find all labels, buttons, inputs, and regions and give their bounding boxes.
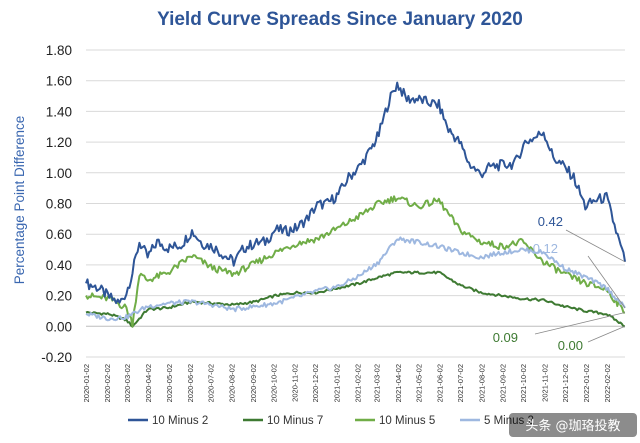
x-tick-label: 2022-02-02 xyxy=(603,364,612,402)
y-tick-labels: 1.80 1.60 1.40 1.20 1.00 0.80 0.60 0.40 0.20 0.00… xyxy=(41,43,72,365)
x-tick-label: 2020-12-02 xyxy=(311,364,320,402)
legend: 10 Minus 2 10 Minus 7 10 Minus 5 5 Minus 2 xyxy=(128,415,534,427)
series-lines xyxy=(85,81,626,328)
x-tick-label: 2021-03-02 xyxy=(373,364,382,402)
x-tick-label: 2020-06-02 xyxy=(186,364,195,402)
y-tick-label: 0.60 xyxy=(46,227,72,242)
y-tick-label: 0.20 xyxy=(46,289,72,304)
annotation-leader xyxy=(565,229,626,263)
series-line-10-minus-5 xyxy=(85,195,626,328)
legend-label: 5 Minus 2 xyxy=(484,415,534,427)
y-tick-label: -0.20 xyxy=(41,350,72,365)
series-line-10-minus-2 xyxy=(85,81,626,305)
x-tick-label: 2020-01-02 xyxy=(82,364,91,402)
y-tick-label: 1.20 xyxy=(46,135,72,150)
x-tick-label: 2021-05-02 xyxy=(414,364,423,402)
series-line-10-minus-7 xyxy=(85,270,625,328)
watermark-text: 头条 @珈珞投教 xyxy=(525,418,620,434)
gridlines xyxy=(86,49,625,358)
x-tick-label: 2021-06-02 xyxy=(436,364,445,402)
x-tick-label: 2020-10-02 xyxy=(269,364,278,402)
annotation-leader xyxy=(587,325,626,343)
annotations: 0.42 0.12 0.09 0.00 xyxy=(493,214,626,353)
legend-label: 10 Minus 7 xyxy=(267,415,323,427)
chart-title: Yield Curve Spreads Since January 2020 xyxy=(157,9,523,30)
x-tick-label: 2020-05-02 xyxy=(165,364,174,402)
x-tick-label: 2021-01-02 xyxy=(332,364,341,402)
x-tick-label: 2021-08-02 xyxy=(477,364,486,402)
x-tick-label: 2020-02-02 xyxy=(103,364,112,402)
annotation-label: 0.09 xyxy=(493,330,518,345)
y-tick-label: 0.00 xyxy=(46,319,72,334)
watermark-background xyxy=(509,413,637,437)
y-tick-label: 1.80 xyxy=(46,43,72,58)
y-tick-label: 1.60 xyxy=(46,74,72,89)
annotation-label: 0.00 xyxy=(558,338,583,353)
x-tick-label: 2020-08-02 xyxy=(228,364,237,402)
y-tick-label: 1.00 xyxy=(46,166,72,181)
x-tick-label: 2020-11-02 xyxy=(291,364,300,402)
annotation-leader xyxy=(587,255,626,309)
x-tick-labels: 2020-01-02 2020-02-02 2020-03-02 2020-04-02… xyxy=(82,364,612,402)
y-tick-label: 0.80 xyxy=(46,197,72,212)
y-axis-label: Percentage Point Difference xyxy=(12,116,27,285)
annotation-leader xyxy=(534,312,626,335)
x-tick-label: 2021-07-02 xyxy=(456,364,465,402)
x-tick-label: 2022-01-02 xyxy=(582,364,591,402)
x-tick-label: 2020-03-02 xyxy=(123,364,132,402)
y-tick-label: 0.40 xyxy=(46,258,72,273)
y-tick-label: 1.40 xyxy=(46,104,72,119)
annotation-label: 0.42 xyxy=(538,214,563,229)
legend-label: 10 Minus 5 xyxy=(379,415,435,427)
watermark: 头条 @珈珞投教 xyxy=(509,413,637,437)
series-line-5-minus-2 xyxy=(85,236,626,322)
x-tick-label: 2021-02-02 xyxy=(354,364,363,402)
legend-label: 10 Minus 2 xyxy=(152,415,208,427)
x-tick-label: 2021-10-02 xyxy=(519,364,528,402)
x-tick-label: 2020-04-02 xyxy=(144,364,153,402)
x-tick-label: 2020-09-02 xyxy=(249,364,258,402)
x-tick-label: 2020-07-02 xyxy=(206,364,215,402)
annotation-label: 0.12 xyxy=(533,241,558,256)
x-tick-label: 2021-11-02 xyxy=(540,364,549,402)
x-tick-label: 2021-09-02 xyxy=(499,364,508,402)
x-tick-label: 2021-12-02 xyxy=(561,364,570,402)
x-tick-label: 2021-04-02 xyxy=(394,364,403,402)
